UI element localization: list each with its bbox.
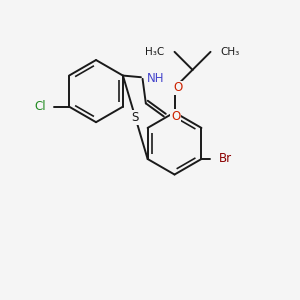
Text: O: O: [174, 81, 183, 94]
Text: NH: NH: [146, 72, 164, 85]
Text: S: S: [132, 111, 139, 124]
Text: CH₃: CH₃: [220, 47, 240, 57]
Text: Br: Br: [219, 152, 232, 166]
Text: H₃C: H₃C: [146, 47, 165, 57]
Text: O: O: [171, 110, 180, 123]
Text: Cl: Cl: [34, 100, 46, 113]
